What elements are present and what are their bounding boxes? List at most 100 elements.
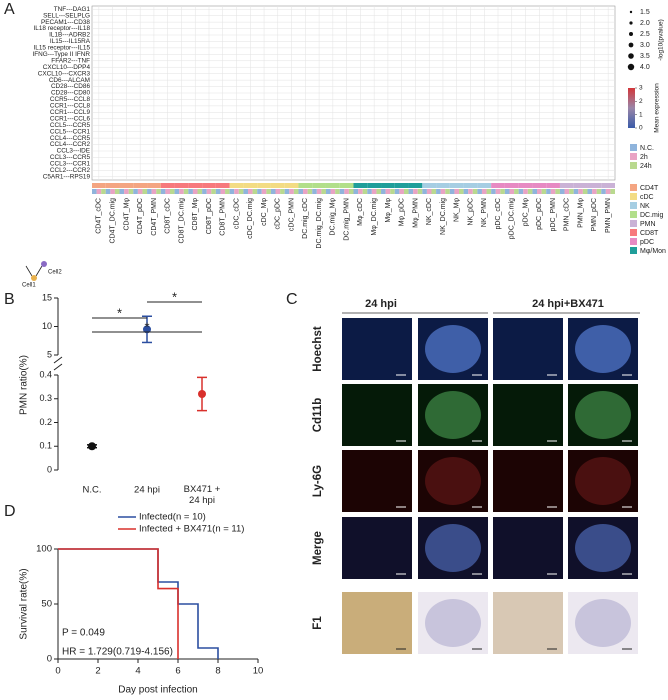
time-strip	[408, 189, 414, 194]
cell-legend-swatch	[630, 184, 637, 191]
cell-legend-swatch	[630, 247, 637, 254]
cell-strip	[133, 183, 148, 188]
row-label: CCR1---CCL6	[50, 115, 91, 122]
time-strip	[381, 189, 386, 194]
time-strip	[284, 189, 290, 194]
time-strip	[601, 189, 606, 194]
time-strip	[610, 189, 615, 194]
cell-strip	[532, 183, 547, 188]
y-tick-label: 100	[36, 544, 52, 555]
time-strip	[257, 189, 262, 194]
size-legend-label: 2.5	[640, 31, 650, 38]
column-label: NK_pDC	[467, 198, 474, 226]
row-label: CD28---CD86	[51, 83, 91, 90]
time-strip	[472, 189, 478, 194]
row-label: CCL5---CCR5	[50, 122, 91, 129]
row-label: Merge	[312, 531, 324, 565]
cell-legend-label: PMN	[640, 221, 656, 228]
time-strip	[486, 189, 492, 194]
time-strip	[348, 189, 354, 194]
time-strip	[147, 189, 152, 194]
column-label: cDC_DC.mig	[247, 198, 254, 239]
column-label: NK_DC.mig	[440, 198, 447, 235]
time-strip	[495, 189, 501, 194]
time-strip	[119, 189, 125, 194]
time-strip	[541, 189, 547, 194]
cell-strip	[243, 183, 258, 188]
tissue-section	[425, 325, 481, 373]
column-header: 24 hpi	[365, 298, 397, 310]
time-strip	[247, 189, 253, 194]
diagram-cell	[41, 261, 47, 267]
column-header: 24 hpi+BX471	[532, 298, 604, 310]
cell-strip	[408, 183, 423, 188]
y-tick-label: 0.3	[39, 393, 52, 403]
y-tick-label: 0.2	[39, 417, 52, 427]
axis-break	[53, 363, 63, 371]
time-strip	[459, 189, 464, 194]
y-tick-label: 50	[41, 599, 52, 610]
time-strip	[449, 189, 455, 194]
row-label: IFNG---Type II IFNR	[32, 51, 90, 58]
time-strip	[436, 189, 441, 194]
time-strip	[243, 189, 248, 194]
time-strip	[234, 189, 239, 194]
tissue-section	[425, 524, 481, 572]
time-strip	[555, 189, 560, 194]
column-label: CD4T_Mφ	[123, 198, 130, 231]
row-label: CCL4---CCR5	[50, 135, 91, 142]
cell-legend-label: DC.mig	[640, 212, 663, 219]
column-label: NK_Mφ	[454, 198, 461, 222]
micrograph	[493, 384, 563, 446]
column-label: CD4T_PMN	[151, 198, 158, 236]
size-legend-dot	[628, 53, 634, 59]
row-label: CCL2---CCR2	[50, 167, 91, 174]
column-label: DC.mig_cDC	[302, 198, 309, 239]
cell-strip	[270, 183, 285, 188]
time-strip	[582, 189, 588, 194]
cell-strip	[119, 183, 134, 188]
row-label: CCL3---CCR1	[50, 161, 91, 168]
time-strip	[463, 189, 469, 194]
time-strip	[206, 189, 212, 194]
micrograph	[493, 450, 563, 512]
column-label: CD8T_pDC	[206, 198, 213, 234]
cell-strip	[449, 183, 464, 188]
column-label: pDC_DC.mig	[509, 198, 516, 239]
time-strip	[509, 189, 515, 194]
time-strip	[160, 189, 166, 194]
column-label: DC.mig_PMN	[343, 198, 350, 241]
time-strip	[192, 189, 198, 194]
cell-strip	[491, 183, 505, 188]
time-strip	[358, 189, 363, 194]
time-strip	[605, 189, 611, 194]
cell-legend-label: pDC	[640, 239, 654, 246]
column-label: PMN_Mφ	[577, 198, 584, 228]
column-label: CD8T_DC.mig	[178, 198, 185, 244]
cell-strip	[160, 183, 175, 188]
x-tick-label: 24 hpi	[134, 485, 160, 496]
panel-label: A	[4, 1, 15, 18]
cell-strip	[298, 183, 313, 188]
column-label: CD4T_cDC	[96, 198, 103, 234]
micrograph	[342, 517, 412, 579]
time-strip	[128, 189, 134, 194]
x-tick-label: 10	[253, 666, 264, 677]
time-strip	[174, 189, 180, 194]
legend-label: Infected(n = 10)	[139, 512, 206, 523]
cell-strip	[92, 183, 106, 188]
y-axis-title: PMN ratio(%)	[19, 355, 30, 415]
row-label: SELL---SELPLG	[43, 12, 90, 19]
cell-strip	[518, 183, 533, 188]
row-label: CXCL10---DPP4	[43, 64, 91, 71]
row-label: PECAM1---CD38	[41, 19, 90, 26]
column-label: PMN_cDC	[564, 198, 571, 231]
cell-strip	[325, 183, 340, 188]
cell-strip	[105, 183, 120, 188]
time-strip	[362, 189, 368, 194]
time-strip	[335, 189, 340, 194]
time-legend-label: 24h	[640, 163, 652, 170]
colorbar-title: Mean expression	[654, 83, 661, 133]
cell-legend-swatch	[630, 220, 637, 227]
